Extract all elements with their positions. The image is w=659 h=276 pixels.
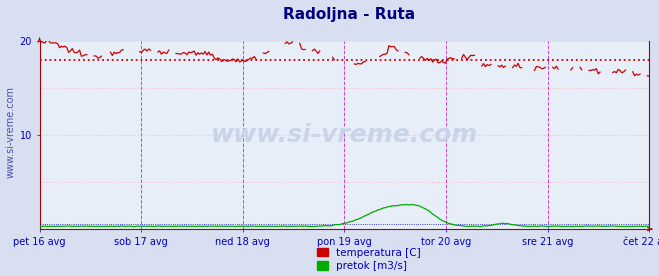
Legend: temperatura [C], pretok [m3/s]: temperatura [C], pretok [m3/s] bbox=[317, 248, 421, 271]
Text: Radoljna - Ruta: Radoljna - Ruta bbox=[283, 7, 415, 22]
Text: www.si-vreme.com: www.si-vreme.com bbox=[211, 123, 478, 147]
Text: www.si-vreme.com: www.si-vreme.com bbox=[5, 86, 15, 179]
